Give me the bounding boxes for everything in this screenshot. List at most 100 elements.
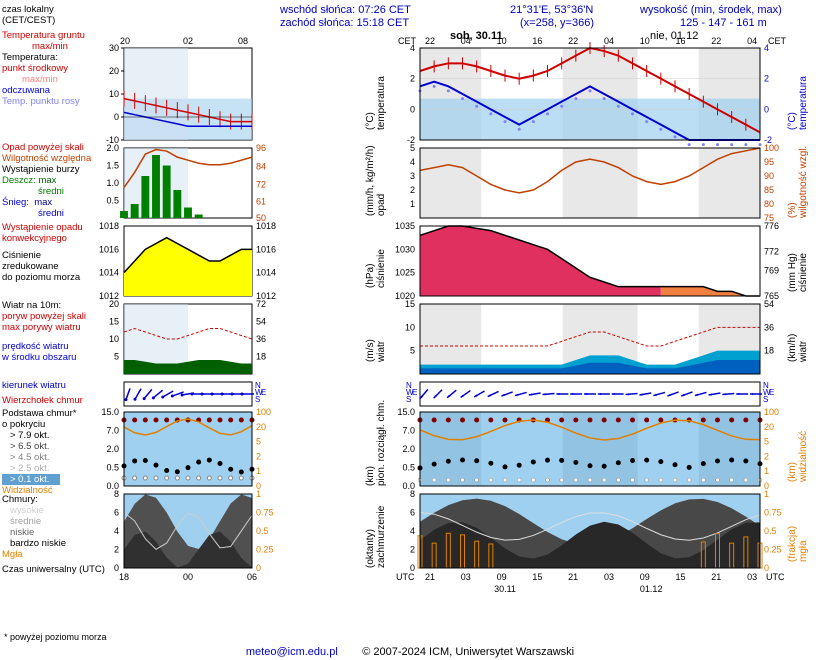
svg-text:2: 2 [410, 185, 415, 195]
svg-text:16: 16 [676, 36, 686, 46]
svg-text:1016: 1016 [99, 244, 119, 254]
svg-text:0.5: 0.5 [106, 196, 119, 206]
svg-text:temperatura: temperatura [798, 76, 809, 130]
svg-text:36: 36 [256, 334, 266, 344]
svg-text:7.0: 7.0 [106, 426, 119, 436]
svg-text:widzialność: widzialność [798, 431, 809, 483]
svg-text:(°C): (°C) [365, 112, 376, 130]
svg-text:2: 2 [114, 545, 119, 555]
svg-text:E: E [261, 388, 266, 397]
svg-text:4: 4 [410, 157, 415, 167]
svg-text:E: E [412, 388, 417, 397]
svg-text:wilgotność wzgl.: wilgotność wzgl. [798, 146, 809, 219]
svg-text:1: 1 [764, 489, 769, 499]
svg-text:04: 04 [604, 36, 614, 46]
svg-text:UTC: UTC [766, 572, 785, 582]
svg-text:22: 22 [425, 36, 435, 46]
svg-text:16: 16 [532, 36, 542, 46]
svg-text:2.0: 2.0 [106, 143, 119, 153]
svg-text:100: 100 [764, 407, 779, 417]
svg-text:opad: opad [376, 194, 387, 216]
svg-text:10: 10 [497, 36, 507, 46]
svg-text:0.75: 0.75 [764, 508, 782, 518]
svg-text:04: 04 [747, 36, 757, 46]
svg-text:(hPa): (hPa) [365, 264, 376, 288]
svg-text:100: 100 [764, 143, 779, 153]
svg-text:72: 72 [256, 180, 266, 190]
svg-text:(km/h): (km/h) [787, 334, 798, 362]
svg-text:96: 96 [256, 143, 266, 153]
svg-text:85: 85 [764, 185, 774, 195]
svg-text:wiatr: wiatr [798, 340, 809, 363]
svg-text:(oktanty): (oktanty) [365, 529, 376, 568]
svg-text:(m/s): (m/s) [365, 339, 376, 362]
svg-text:5: 5 [256, 437, 261, 447]
svg-text:1: 1 [256, 466, 261, 476]
svg-text:04: 04 [461, 36, 471, 46]
svg-text:(km): (km) [787, 462, 798, 482]
svg-text:15: 15 [109, 317, 119, 327]
svg-text:1030: 1030 [395, 244, 415, 254]
svg-text:pion. rozciągł. chm.: pion. rozciągł. chm. [376, 400, 387, 486]
svg-text:84: 84 [256, 161, 266, 171]
chart-svg: 200208-1001020300.51.01.52.0506172849610… [0, 0, 820, 630]
svg-text:6: 6 [114, 508, 119, 518]
svg-text:10: 10 [109, 89, 119, 99]
svg-text:22: 22 [711, 36, 721, 46]
svg-text:5: 5 [114, 352, 119, 362]
svg-text:6: 6 [410, 508, 415, 518]
svg-text:03: 03 [747, 572, 757, 582]
svg-text:S: S [763, 395, 768, 404]
svg-text:95: 95 [764, 157, 774, 167]
svg-text:1016: 1016 [256, 244, 276, 254]
svg-text:10: 10 [640, 36, 650, 46]
svg-text:03: 03 [604, 572, 614, 582]
footer-email: meteo@icm.edu.pl [246, 646, 338, 658]
svg-text:4: 4 [410, 43, 415, 53]
svg-text:1: 1 [764, 466, 769, 476]
svg-text:1018: 1018 [99, 221, 119, 231]
svg-text:(mm Hg): (mm Hg) [787, 253, 798, 292]
svg-text:5: 5 [410, 346, 415, 356]
svg-text:0: 0 [764, 104, 769, 114]
svg-text:769: 769 [764, 266, 779, 276]
svg-text:1014: 1014 [99, 268, 119, 278]
svg-text:15.0: 15.0 [101, 407, 119, 417]
svg-text:18: 18 [764, 346, 774, 356]
svg-text:7.0: 7.0 [402, 426, 415, 436]
svg-text:21: 21 [425, 572, 435, 582]
svg-text:20: 20 [120, 36, 130, 46]
svg-text:ciśnienie: ciśnienie [376, 249, 387, 288]
svg-text:30: 30 [109, 43, 119, 53]
svg-text:mgła: mgła [798, 540, 809, 562]
svg-text:2: 2 [410, 545, 415, 555]
svg-text:(km): (km) [365, 466, 376, 486]
svg-text:15: 15 [405, 299, 415, 309]
svg-text:0.25: 0.25 [256, 545, 274, 555]
svg-text:01.12: 01.12 [640, 584, 663, 594]
svg-text:2: 2 [410, 74, 415, 84]
svg-text:(%): (%) [787, 202, 798, 218]
svg-text:S: S [255, 395, 260, 404]
svg-text:21: 21 [711, 572, 721, 582]
svg-text:72: 72 [256, 299, 266, 309]
svg-text:18: 18 [256, 352, 266, 362]
svg-text:wiatr: wiatr [376, 340, 387, 363]
svg-text:3: 3 [410, 171, 415, 181]
svg-text:22: 22 [568, 36, 578, 46]
svg-text:2.0: 2.0 [402, 444, 415, 454]
svg-text:4: 4 [114, 526, 119, 536]
svg-text:1.5: 1.5 [106, 161, 119, 171]
svg-text:0.5: 0.5 [764, 526, 777, 536]
svg-text:0.5: 0.5 [402, 463, 415, 473]
svg-text:20: 20 [256, 422, 266, 432]
svg-text:1014: 1014 [256, 268, 276, 278]
svg-text:2: 2 [764, 74, 769, 84]
svg-text:temperatura: temperatura [376, 76, 387, 130]
svg-text:776: 776 [764, 221, 779, 231]
svg-text:1035: 1035 [395, 221, 415, 231]
svg-text:(frakcja): (frakcja) [787, 526, 798, 562]
svg-text:0.5: 0.5 [256, 526, 269, 536]
svg-text:0: 0 [114, 112, 119, 122]
svg-text:10: 10 [109, 334, 119, 344]
